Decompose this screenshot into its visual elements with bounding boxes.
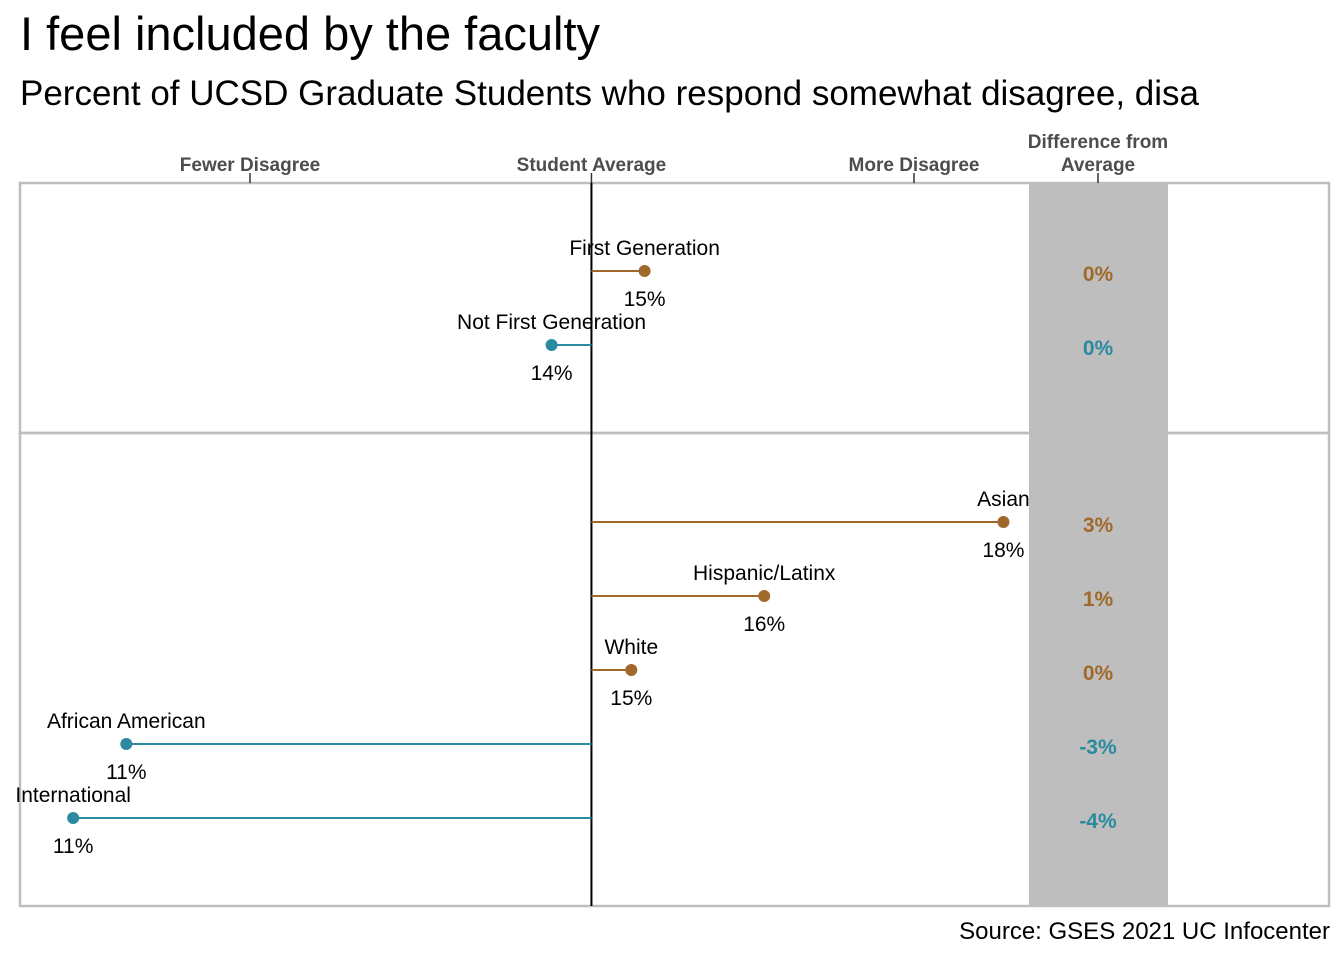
category-label: White: [604, 636, 658, 659]
diff-header-line-1: Difference from: [1028, 132, 1168, 153]
difference-label: 0%: [1083, 662, 1114, 685]
value-label: 15%: [624, 288, 666, 311]
lollipop-point: [545, 339, 558, 351]
value-label: 11%: [53, 835, 93, 858]
difference-label: 3%: [1083, 514, 1114, 537]
source-note: Source: GSES 2021 UC Infocenter: [959, 918, 1330, 945]
chart-subtitle: Percent of UCSD Graduate Students who re…: [20, 74, 1199, 113]
lollipop-point: [120, 738, 133, 750]
category-label: International: [15, 784, 131, 807]
lollipop-point: [758, 590, 771, 602]
category-label: Hispanic/Latinx: [693, 562, 836, 585]
category-label: African American: [47, 710, 206, 733]
axis-label-more-disagree: More Disagree: [849, 155, 980, 176]
axis-label-student-average: Student Average: [517, 155, 667, 176]
difference-label: 1%: [1083, 588, 1114, 611]
lollipop-point: [997, 516, 1010, 528]
difference-label: 0%: [1083, 337, 1114, 360]
chart-title: I feel included by the faculty: [20, 7, 601, 60]
category-label: Asian: [977, 488, 1030, 511]
difference-label: -3%: [1079, 736, 1117, 759]
difference-band: [1029, 183, 1168, 906]
value-label: 15%: [610, 687, 652, 710]
value-label: 18%: [982, 539, 1024, 562]
category-label: First Generation: [569, 237, 720, 260]
lollipop-point: [638, 265, 651, 277]
difference-label: -4%: [1079, 810, 1117, 833]
category-label: Not First Generation: [457, 311, 646, 334]
axis-label-fewer-disagree: Fewer Disagree: [180, 155, 320, 176]
panel-border-2: [18, 431, 1331, 908]
diff-header-line-2: Average: [1061, 155, 1135, 176]
value-label: 16%: [743, 613, 785, 636]
difference-label: 0%: [1083, 263, 1114, 286]
lollipop-point: [625, 664, 638, 676]
lollipop-point: [67, 812, 80, 824]
value-label: 11%: [106, 761, 146, 784]
value-label: 14%: [531, 362, 573, 385]
